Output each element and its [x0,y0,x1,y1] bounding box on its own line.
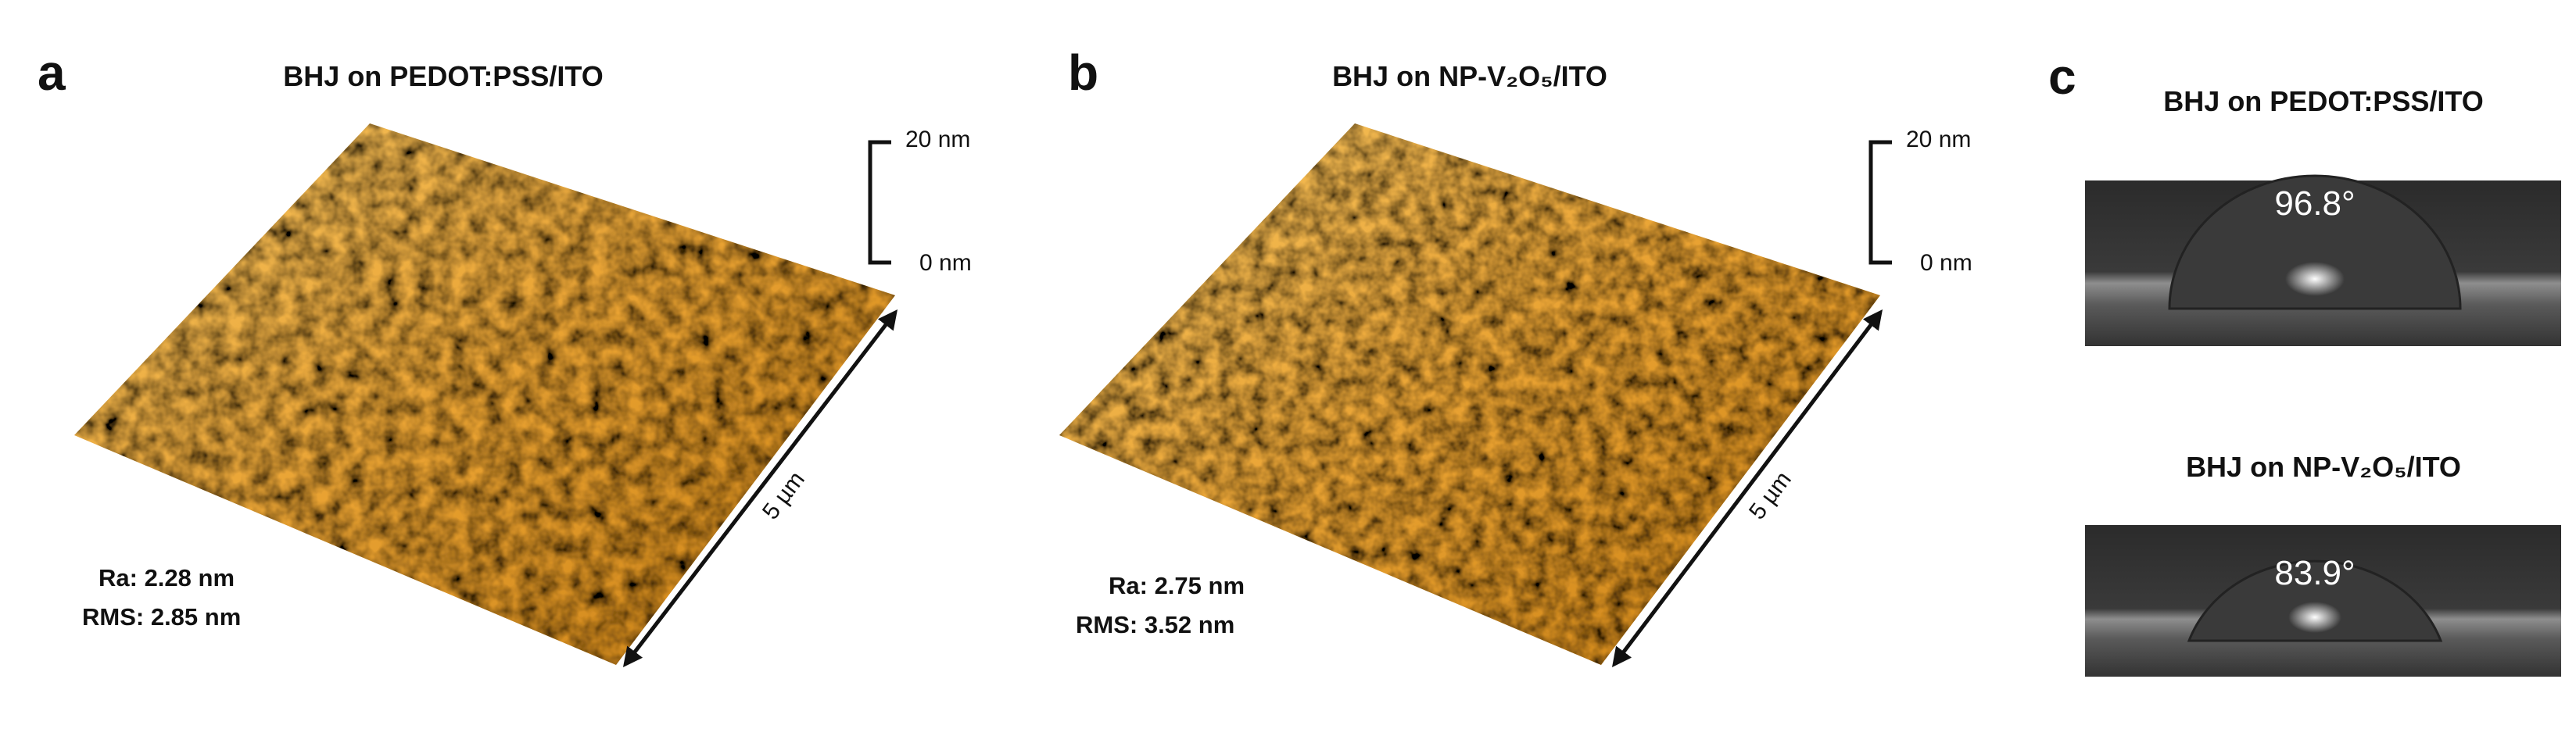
panel-b: b BHJ on NP-V₂O₅/ITO 20 nm 0 nm 5 µm Ra:… [1059,45,1972,667]
scale-max: 20 nm [905,127,970,152]
contact-angle: 96.8° [2274,184,2355,223]
panel-c: c BHJ on PEDOT:PSS/ITO 96.8° BHJ on NP-V… [2048,48,2561,677]
panel-title: BHJ on NP-V₂O₅/ITO [2186,451,2461,483]
panel-title: BHJ on PEDOT:PSS/ITO [2163,85,2483,117]
roughness-ra: Ra: 2.28 nm [99,564,235,591]
droplet-image [2085,525,2561,677]
panel-title: BHJ on NP-V₂O₅/ITO [1332,60,1607,92]
height-scale-bar [1868,140,1892,265]
panel-label: a [38,45,66,101]
lateral-arrow [1611,309,1883,667]
panel-label: c [2048,48,2076,105]
droplet-image [2085,174,2561,346]
lateral-size: 5 µm [758,466,810,524]
scale-min: 0 nm [1920,250,1972,276]
scale-max: 20 nm [1906,127,1971,152]
contact-angle: 83.9° [2274,554,2355,592]
panel-a: a BHJ on PEDOT:PSS/ITO 20 nm 0 nm 5 µm R… [38,45,972,667]
lateral-size: 5 µm [1744,466,1797,524]
lateral-arrow [622,309,898,667]
height-scale-bar [868,140,891,265]
panel-title: BHJ on PEDOT:PSS/ITO [283,60,603,92]
roughness-rms: RMS: 2.85 nm [82,603,241,631]
panel-label: b [1068,45,1098,101]
scale-min: 0 nm [919,250,972,276]
roughness-ra: Ra: 2.75 nm [1109,572,1245,599]
roughness-rms: RMS: 3.52 nm [1076,611,1234,638]
